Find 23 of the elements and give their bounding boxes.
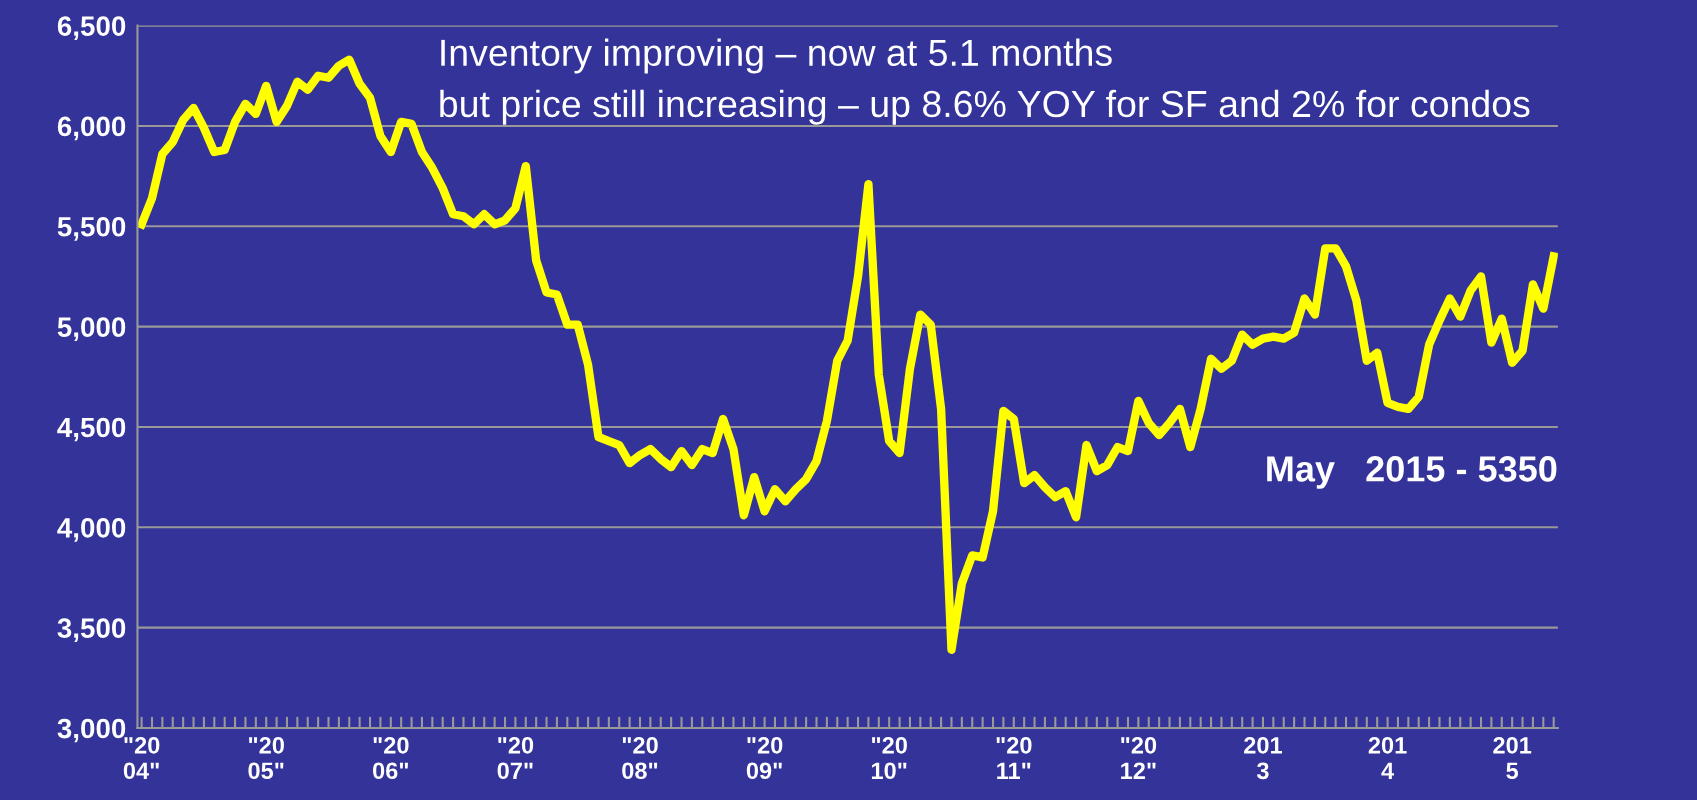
annotation: Inventory improving – now at 5.1 months — [441, 38, 1112, 74]
x-tick-label: "20 10" — [871, 736, 907, 780]
y-tick-label: 6,500 — [57, 16, 126, 40]
y-tick-label: 5,500 — [57, 216, 126, 241]
x-tick-label: 201 3 — [1244, 736, 1283, 780]
x-tick-label: "20 11" — [996, 736, 1032, 779]
x-tick-label: "20 04" — [123, 736, 160, 780]
y-tick-label: 3,500 — [57, 618, 126, 643]
y-tick-label: 5,000 — [57, 317, 126, 341]
x-tick-label: "20 06" — [373, 736, 409, 780]
y-tick-label: 3,000 — [57, 718, 126, 743]
y-tick-label: 4,000 — [57, 517, 126, 542]
y-tick-label: 6,000 — [57, 116, 126, 141]
x-tick-label: "20 05" — [248, 736, 284, 780]
x-tick-label: 201 4 — [1368, 736, 1407, 779]
x-tick-label: "20 07" — [497, 736, 534, 780]
annotation: but price still increasing – up 8.6% YOY for SF and 2% for condos — [440, 89, 1530, 125]
x-tick-label: 201 5 — [1493, 736, 1532, 780]
annotation: May 2015 - 5350 — [1267, 456, 1557, 489]
x-tick-label: "20 08" — [622, 736, 658, 780]
x-tick-label: "20 09" — [746, 736, 783, 780]
y-tick-label: 4,500 — [57, 417, 126, 442]
x-tick-label: "20 12" — [1121, 736, 1157, 779]
